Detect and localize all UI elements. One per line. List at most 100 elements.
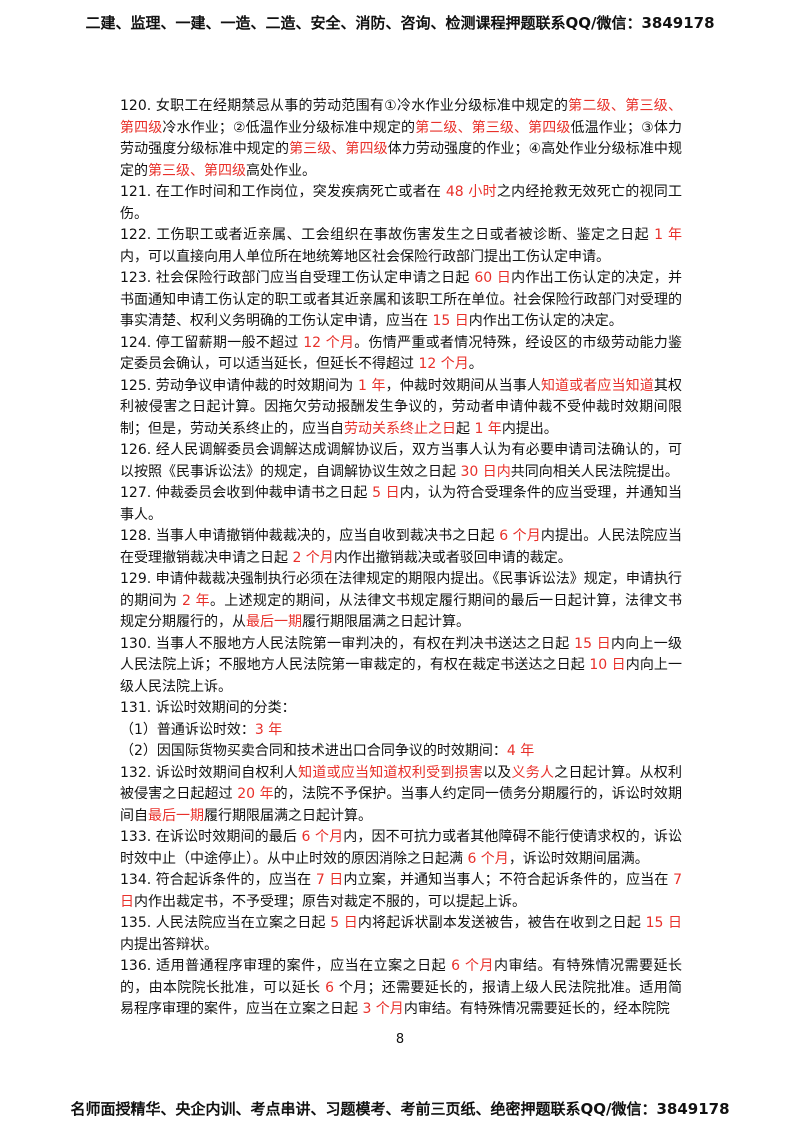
text: 131. 诉讼时效期间的分类： bbox=[120, 700, 296, 716]
text: 内作出工伤认定的决定。 bbox=[468, 313, 623, 329]
highlight: 最后一期 bbox=[246, 614, 302, 630]
highlight: 第二级、第三级、第四级 bbox=[120, 98, 682, 136]
text: 内审结。有特殊情况需要延长的，由本院院长批准，可以延长 bbox=[120, 958, 683, 996]
paragraph: 136. 适用普通程序审理的案件，应当在立案之日起 6 个月内审结。有特殊情况需… bbox=[120, 956, 682, 1021]
highlight: 12 个月 bbox=[303, 334, 355, 351]
text: （1）普通诉讼时效： bbox=[120, 721, 255, 738]
text: 123. 社会保险行政部门应当自受理工伤认定申请之日起 bbox=[120, 270, 475, 286]
text: 以及 bbox=[483, 764, 512, 781]
highlight: 48 小时 bbox=[445, 184, 497, 200]
text: 共同向相关人民法院提出。 bbox=[510, 463, 679, 480]
highlight: 5 日 bbox=[330, 915, 358, 931]
text: 127. 仲裁委员会收到仲裁申请书之日起 bbox=[120, 485, 373, 501]
highlight: 6 bbox=[325, 979, 335, 996]
text: 内审结。有特殊情况需要延长的，经本院院 bbox=[403, 1001, 670, 1017]
highlight: 义务人 bbox=[511, 764, 555, 781]
text: 内，可以直接向用人单位所在地统筹地区社会保险行政部门提出工伤认定申请。 bbox=[120, 248, 610, 265]
text: 内提出答辩状。 bbox=[120, 936, 218, 953]
text: 132. 诉讼时效期间自权利人 bbox=[120, 764, 299, 781]
text: 129. 申请仲裁裁决强制执行必须在法律规定的期限内提出。《民事诉讼法》规定，申… bbox=[120, 571, 682, 609]
text: 内向上一级人民法院上诉。 bbox=[120, 657, 683, 695]
body: 120. 女职工在经期禁忌从事的劳动范围有①冷水作业分级标准中规定的第二级、第三… bbox=[120, 96, 682, 1021]
text: 起 bbox=[456, 420, 475, 437]
text: ，诉讼时效期间届满。 bbox=[508, 850, 649, 867]
text: 。 bbox=[468, 356, 483, 372]
paragraph: 125. 劳动争议申请仲裁的时效期间为 1 年，仲裁时效期间从当事人知道或者应当… bbox=[120, 376, 682, 441]
highlight: 6 个月 bbox=[301, 829, 344, 845]
text: 内作出工伤认定的决定，并书面通知申请工伤认定的职工或者其近亲属和该职工所在单位。… bbox=[120, 270, 683, 329]
text: 之日起计算。从权利被侵害之日起超过 bbox=[120, 764, 683, 803]
paragraph: 120. 女职工在经期禁忌从事的劳动范围有①冷水作业分级标准中规定的第二级、第三… bbox=[120, 96, 682, 182]
text: 。伤情严重或者情况特殊，经设区的市级劳动能力鉴定委员会确认，可以适当延长，但延长… bbox=[120, 334, 683, 373]
text: 其权利被侵害之日起计算。因拖欠劳动报酬发生争议的，劳动者申请仲裁不受仲裁时效期间… bbox=[120, 377, 683, 437]
text: ，仲裁时效期间从当事人 bbox=[385, 377, 541, 394]
paragraph: 134. 符合起诉条件的，应当在 7 日内立案，并通知当事人；不符合起诉条件的，… bbox=[120, 870, 682, 913]
text: 122. 工伤职工或者近亲属、工会组织在事故伤害发生之日或者被诊断、鉴定之日起 bbox=[120, 227, 655, 243]
highlight: 劳动关系终止之日 bbox=[344, 420, 456, 437]
paragraph: 128. 当事人申请撤销仲裁裁决的，应当自收到裁决书之日起 6 个月内提出。人民… bbox=[120, 526, 682, 569]
highlight: 2 个月 bbox=[292, 549, 334, 566]
text: 履行期限届满之日起计算。 bbox=[204, 807, 372, 824]
text: 134. 符合起诉条件的，应当在 bbox=[120, 872, 316, 888]
paragraph: （2）因国际货物买卖合同和技术进出口合同争议的时效期间：4 年 bbox=[120, 741, 682, 763]
text: 128. 当事人申请撤销仲裁裁决的，应当自收到裁决书之日起 bbox=[120, 528, 500, 544]
highlight: 6 个月 bbox=[451, 958, 494, 974]
footer: 名师面授精华、央企内训、考点串讲、习题模考、考前三页纸、绝密押题联系QQ/微信：… bbox=[70, 1100, 730, 1118]
text: 121. 在工作时间和工作岗位，突发疾病死亡或者在 bbox=[120, 184, 446, 200]
text: 高处作业。 bbox=[246, 162, 316, 179]
text: 内作出撤销裁决或者驳回申请的裁定。 bbox=[333, 549, 572, 566]
highlight: 7 日 bbox=[120, 872, 683, 910]
highlight: 5 日 bbox=[372, 485, 400, 501]
paragraph: 133. 在诉讼时效期间的最后 6 个月内，因不可抗力或者其他障碍不能行使请求权… bbox=[120, 827, 682, 870]
highlight: 30 日内 bbox=[460, 463, 511, 480]
highlight: 知道或应当知道权利受到损害 bbox=[298, 764, 484, 781]
highlight: 1 年 bbox=[474, 420, 502, 437]
highlight: 4 年 bbox=[506, 743, 535, 759]
text: 135. 人民法院应当在立案之日起 bbox=[120, 915, 331, 931]
paragraph: 131. 诉讼时效期间的分类： bbox=[120, 698, 682, 720]
text: 126. 经人民调解委员会调解达成调解协议后，双方当事人认为有必要申请司法确认的… bbox=[120, 442, 682, 480]
paragraph: 121. 在工作时间和工作岗位，突发疾病死亡或者在 48 小时之内经抢救无效死亡… bbox=[120, 182, 682, 225]
paragraph: 127. 仲裁委员会收到仲裁申请书之日起 5 日内，认为符合受理条件的应当受理，… bbox=[120, 483, 682, 526]
text: 内向上一级人民法院上诉；不服地方人民法院第一审裁定的，有权在裁定书送达之日起 bbox=[120, 635, 683, 674]
highlight: 6 个月 bbox=[499, 528, 541, 544]
text: 冷水作业；②低温作业分级标准中规定的 bbox=[162, 119, 416, 136]
highlight: 15 日 bbox=[574, 635, 611, 652]
highlight: 知道或者应当知道 bbox=[540, 377, 654, 394]
highlight: 60 日 bbox=[474, 270, 512, 286]
paragraph: 126. 经人民调解委员会调解达成调解协议后，双方当事人认为有必要申请司法确认的… bbox=[120, 440, 682, 483]
text: 136. 适用普通程序审理的案件，应当在立案之日起 bbox=[120, 958, 452, 974]
text: （2）因国际货物买卖合同和技术进出口合同争议的时效期间： bbox=[120, 743, 507, 759]
text: 内作出裁定书，不予受理；原告对裁定不服的，可以提起上诉。 bbox=[134, 893, 526, 910]
text: 124. 停工留薪期一般不超过 bbox=[120, 334, 304, 351]
highlight: 6 个月 bbox=[467, 850, 509, 867]
text: 个月；还需要延长的，报请上级人民法院批准。适用简易程序审理的案件，应当在立案之日… bbox=[120, 979, 683, 1018]
text: 的，法院不予保护。当事人约定同一债务分期履行的，诉讼时效期间自 bbox=[120, 786, 683, 824]
highlight: 3 年 bbox=[254, 721, 283, 738]
paragraph: 123. 社会保险行政部门应当自受理工伤认定申请之日起 60 日内作出工伤认定的… bbox=[120, 268, 682, 333]
highlight: 第二级、第三级、第四级 bbox=[415, 119, 571, 136]
text: 之内经抢救无效死亡的视同工伤。 bbox=[120, 184, 683, 222]
highlight: 15 日 bbox=[432, 313, 469, 329]
highlight: 最后一期 bbox=[148, 807, 204, 824]
text: 133. 在诉讼时效期间的最后 bbox=[120, 829, 302, 845]
page-number: 8 bbox=[395, 1032, 405, 1047]
text: 内，认为符合受理条件的应当受理，并通知当事人。 bbox=[120, 485, 683, 523]
highlight: 1 年 bbox=[358, 377, 386, 394]
highlight: 3 个月 bbox=[362, 1001, 404, 1017]
text: 低温作业；③体力劳动强度分级标准中规定的 bbox=[120, 119, 682, 158]
highlight: 2 年 bbox=[182, 592, 210, 609]
text: 内立案，并通知当事人；不符合起诉条件的，应当在 bbox=[343, 872, 674, 888]
highlight: 第三级、第四级 bbox=[148, 162, 246, 179]
text: 125. 劳动争议申请仲裁的时效期间为 bbox=[120, 377, 358, 394]
paragraph: （1）普通诉讼时效：3 年 bbox=[120, 720, 682, 742]
text: 内，因不可抗力或者其他障碍不能行使请求权的，诉讼时效中止（中途停止）。从中止时效… bbox=[120, 829, 682, 867]
highlight: 15 日 bbox=[645, 915, 683, 931]
text: 内将起诉状副本发送被告，被告在收到之日起 bbox=[357, 915, 646, 931]
paragraph: 130. 当事人不服地方人民法院第一审判决的，有权在判决书送达之日起 15 日内… bbox=[120, 634, 682, 699]
text: 履行期限届满之日起计算。 bbox=[302, 614, 470, 630]
paragraph: 132. 诉讼时效期间自权利人知道或应当知道权利受到损害以及义务人之日起计算。从… bbox=[120, 763, 682, 828]
highlight: 1 年 bbox=[654, 227, 683, 243]
highlight: 第三级、第四级 bbox=[289, 141, 388, 157]
